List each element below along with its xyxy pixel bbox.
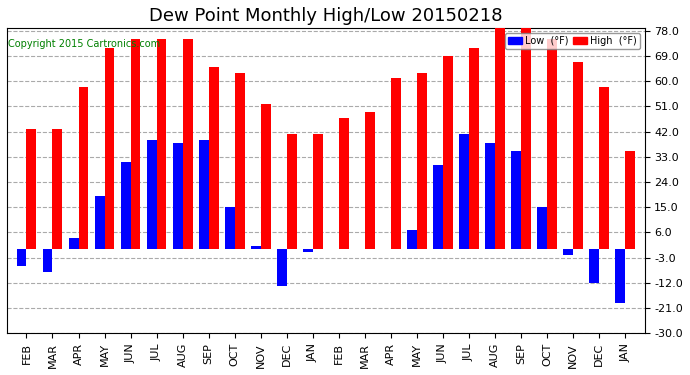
Bar <box>26 129 37 249</box>
Bar <box>547 39 557 249</box>
Bar <box>589 249 599 283</box>
Bar <box>79 87 88 249</box>
Bar <box>52 129 62 249</box>
Bar <box>443 56 453 249</box>
Bar <box>469 48 479 249</box>
Bar <box>183 39 193 249</box>
Bar <box>235 73 244 249</box>
Bar <box>365 112 375 249</box>
Bar <box>277 249 287 286</box>
Bar <box>495 28 505 249</box>
Bar <box>68 238 79 249</box>
Bar <box>250 246 261 249</box>
Bar <box>313 134 323 249</box>
Bar <box>43 249 52 272</box>
Bar <box>287 134 297 249</box>
Bar <box>172 143 183 249</box>
Bar <box>521 28 531 249</box>
Bar <box>208 67 219 249</box>
Bar <box>407 230 417 249</box>
Bar <box>563 249 573 255</box>
Legend: Low  (°F), High  (°F): Low (°F), High (°F) <box>505 33 640 49</box>
Bar <box>625 151 635 249</box>
Text: Copyright 2015 Cartronics.com: Copyright 2015 Cartronics.com <box>8 39 160 50</box>
Bar <box>433 165 443 249</box>
Bar <box>303 249 313 252</box>
Bar <box>417 73 426 249</box>
Bar <box>511 151 521 249</box>
Bar <box>537 207 547 249</box>
Bar <box>615 249 625 303</box>
Bar <box>121 162 130 249</box>
Bar <box>105 48 115 249</box>
Bar <box>199 140 208 249</box>
Bar <box>459 134 469 249</box>
Bar <box>391 78 401 249</box>
Bar <box>261 104 270 249</box>
Bar <box>339 117 348 249</box>
Title: Dew Point Monthly High/Low 20150218: Dew Point Monthly High/Low 20150218 <box>149 7 502 25</box>
Bar <box>573 62 583 249</box>
Bar <box>130 39 141 249</box>
Bar <box>485 143 495 249</box>
Bar <box>147 140 157 249</box>
Bar <box>17 249 26 266</box>
Bar <box>225 207 235 249</box>
Bar <box>157 39 166 249</box>
Bar <box>95 196 105 249</box>
Bar <box>599 87 609 249</box>
